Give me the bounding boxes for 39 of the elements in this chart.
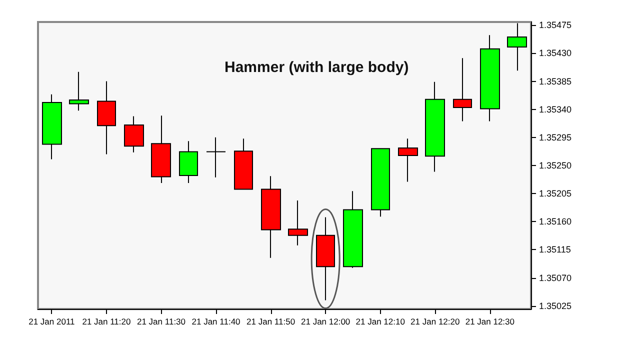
y-tick-label: 1.35115 <box>539 244 571 255</box>
x-tick-label: 21 Jan 12:10 <box>356 316 406 326</box>
x-tick-label: 21 Jan 12:20 <box>410 316 460 326</box>
candlestick <box>206 136 226 178</box>
candlestick <box>288 200 308 246</box>
candlestick <box>124 116 144 153</box>
candlestick <box>507 22 527 72</box>
candlestick <box>480 34 500 122</box>
candlestick <box>398 138 418 182</box>
y-tick-label: 1.35205 <box>539 188 572 199</box>
annotation: Hammer (with large body) <box>224 59 409 76</box>
y-tick-label: 1.35250 <box>539 160 572 170</box>
candlestick <box>69 71 89 112</box>
x-tick-label: 21 Jan 11:30 <box>136 316 186 326</box>
x-tick-label: 21 Jan 11:20 <box>82 316 131 326</box>
candlestick <box>425 81 445 172</box>
candlestick <box>42 94 62 160</box>
candlestick <box>97 80 116 155</box>
candlestick <box>234 138 253 190</box>
y-tick-label: 1.35295 <box>539 132 572 142</box>
x-tick-label: 21 Jan 11:50 <box>246 316 296 326</box>
candlestick <box>179 140 198 184</box>
y-tick-label: 1.35475 <box>539 20 572 30</box>
y-tick-label: 1.35160 <box>539 216 572 227</box>
candlestick <box>316 216 335 301</box>
y-tick-label: 1.35340 <box>539 104 572 114</box>
y-tick-label: 1.35385 <box>539 76 572 86</box>
y-tick-label: 1.35025 <box>539 300 572 311</box>
candlestick <box>261 176 281 258</box>
x-tick-label: 21 Jan 12:00 <box>301 316 350 326</box>
x-tick-label: 21 Jan 12:30 <box>465 316 515 326</box>
y-tick-label: 1.35430 <box>539 48 572 58</box>
y-tick-label: 1.35070 <box>539 272 572 283</box>
x-tick-label: 21 Jan 11:40 <box>192 316 241 326</box>
candlestick <box>371 148 390 218</box>
x-tick-label: 21 Jan 2011 <box>28 316 76 326</box>
candlestick <box>453 58 472 122</box>
candlestick <box>151 115 171 184</box>
candlestick <box>343 190 363 268</box>
